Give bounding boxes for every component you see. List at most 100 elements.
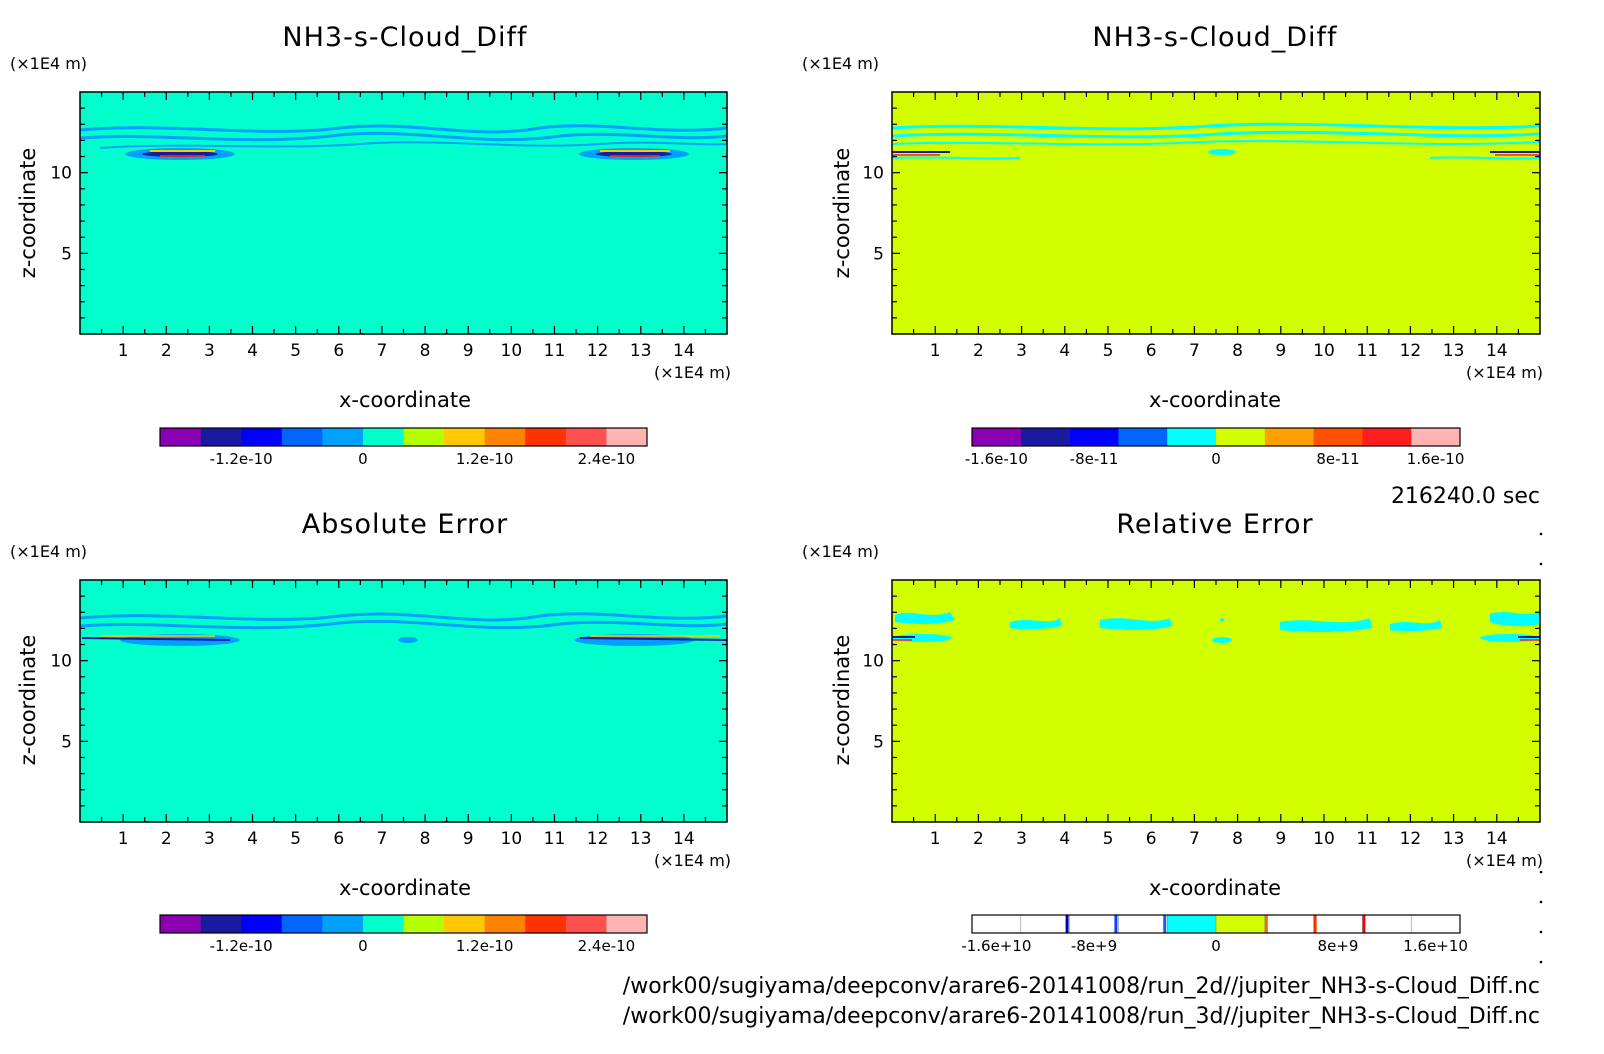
colorbar-swatch bbox=[1313, 428, 1363, 446]
colorbar-frame bbox=[971, 427, 1461, 447]
x-tick-label: 10 bbox=[501, 829, 523, 849]
contour-features bbox=[79, 612, 728, 646]
x-tick-label: 3 bbox=[204, 341, 215, 361]
x-unit-label: (×1E4 m) bbox=[654, 363, 731, 382]
colorbar-tick-label: -1.6e+10 bbox=[961, 937, 1031, 955]
colorbar-swatch bbox=[403, 428, 445, 446]
colorbar-swatch bbox=[1118, 915, 1168, 933]
x-tick-label: 13 bbox=[1443, 829, 1465, 849]
x-tick-label: 1 bbox=[930, 341, 941, 361]
x-tick-label: 9 bbox=[1275, 341, 1286, 361]
colorbar-marker bbox=[1065, 915, 1069, 933]
colorbar-tick-label: 2.4e-10 bbox=[578, 937, 636, 955]
x-tick-label: 6 bbox=[333, 829, 344, 849]
colorbar: -1.2e-10 0 1.2e-10 2.4e-10 bbox=[159, 427, 648, 468]
colorbar-tick-label: 0 bbox=[358, 937, 368, 955]
colorbar-tick-label: 8e-11 bbox=[1316, 450, 1359, 468]
y-axis-label: z-coordinate bbox=[16, 148, 40, 279]
colorbar-swatch bbox=[972, 428, 1022, 446]
colorbar-swatch bbox=[160, 915, 201, 933]
panel-4: Relative Error (×1E4 m) 1 2 3 4 5 6 7 8 9 10 11 12 1… bbox=[802, 509, 1543, 955]
x-tick-label: 10 bbox=[1313, 829, 1335, 849]
y-tick-label: 5 bbox=[61, 732, 72, 752]
colorbar-swatch bbox=[322, 428, 364, 446]
x-tick-label: 5 bbox=[290, 341, 301, 361]
colorbar-marker bbox=[1264, 915, 1268, 933]
x-tick-label: 12 bbox=[587, 829, 609, 849]
y-tick-label: 5 bbox=[61, 244, 72, 264]
colorbar-swatch bbox=[606, 915, 648, 933]
colorbar-frame bbox=[159, 427, 648, 447]
colorbar-tick-label: -1.2e-10 bbox=[210, 937, 273, 955]
x-unit-label: (×1E4 m) bbox=[1466, 363, 1543, 382]
x-tick-label: 14 bbox=[1486, 829, 1508, 849]
colorbar-swatch bbox=[281, 428, 323, 446]
colorbar-swatch bbox=[1264, 428, 1314, 446]
colorbar-swatch bbox=[200, 428, 242, 446]
x-unit-label: (×1E4 m) bbox=[654, 851, 731, 870]
file-path-1: /work00/sugiyama/deepconv/arare6-2014100… bbox=[623, 974, 1540, 999]
x-axis-label: x-coordinate bbox=[1149, 388, 1281, 412]
x-tick-label: 12 bbox=[1400, 341, 1422, 361]
x-tick-label: 2 bbox=[973, 341, 984, 361]
colorbar-tick-label: -1.6e-10 bbox=[965, 450, 1028, 468]
x-tick-label: 7 bbox=[377, 341, 388, 361]
y-tick-label: 5 bbox=[873, 732, 884, 752]
colorbar-tick-label: -1.2e-10 bbox=[210, 450, 273, 468]
colorbar-swatch bbox=[1216, 428, 1266, 446]
colorbar-frame bbox=[971, 914, 1461, 934]
colorbar-tick-label: 0 bbox=[358, 450, 368, 468]
colorbar-tick-label: 1.2e-10 bbox=[456, 450, 514, 468]
x-tick-label: 8 bbox=[1232, 829, 1243, 849]
x-tick-label: 12 bbox=[1400, 829, 1422, 849]
panel-2: NH3-s-Cloud_Diff (×1E4 m) 1 2 3 4 5 6 7 8 9 10 11 1… bbox=[802, 22, 1543, 468]
x-tick-label: 9 bbox=[463, 341, 474, 361]
contour-features bbox=[892, 612, 1540, 643]
plot-area bbox=[892, 92, 1540, 334]
x-tick-label: 5 bbox=[1103, 829, 1114, 849]
colorbar-swatch bbox=[525, 428, 567, 446]
plot-area bbox=[80, 92, 727, 334]
colorbar-swatch bbox=[1362, 428, 1412, 446]
colorbar-tick-label: 1.6e+10 bbox=[1403, 937, 1468, 955]
colorbar-swatch bbox=[444, 915, 485, 933]
colorbar-swatch bbox=[241, 428, 283, 446]
colorbar-swatch bbox=[1020, 915, 1070, 933]
colorbar-marker bbox=[1114, 915, 1118, 933]
panel-title: NH3-s-Cloud_Diff bbox=[1092, 22, 1338, 53]
plot-area bbox=[892, 580, 1540, 822]
x-tick-label: 13 bbox=[1443, 341, 1465, 361]
colorbar-swatch bbox=[1411, 915, 1461, 933]
x-axis-label: x-coordinate bbox=[339, 388, 471, 412]
x-tick-label: 11 bbox=[1356, 341, 1378, 361]
colorbar-tick-label: -8e-11 bbox=[1070, 450, 1119, 468]
colorbar-marker bbox=[1362, 915, 1366, 933]
colorbar-swatch bbox=[444, 428, 485, 446]
panel-title: NH3-s-Cloud_Diff bbox=[282, 22, 528, 53]
x-tick-label: 1 bbox=[118, 829, 129, 849]
colorbar: -1.2e-10 0 1.2e-10 2.4e-10 bbox=[159, 914, 648, 955]
panel-title: Relative Error bbox=[1116, 509, 1313, 540]
colorbar-tick-label: 8e+9 bbox=[1318, 937, 1359, 955]
colorbar-swatch bbox=[1216, 915, 1266, 933]
plot-area bbox=[80, 580, 727, 822]
x-tick-label: 5 bbox=[290, 829, 301, 849]
x-tick-label: 11 bbox=[1356, 829, 1378, 849]
x-tick-label: 11 bbox=[544, 341, 566, 361]
x-tick-label: 4 bbox=[1059, 341, 1070, 361]
colorbar-swatch bbox=[1118, 428, 1168, 446]
x-tick-label: 7 bbox=[1189, 829, 1200, 849]
x-tick-label: 4 bbox=[1059, 829, 1070, 849]
x-tick-label: 9 bbox=[463, 829, 474, 849]
time-label: 216240.0 sec bbox=[1391, 484, 1540, 509]
colorbar-tick-label: 0 bbox=[1211, 937, 1221, 955]
colorbar-swatch bbox=[1020, 428, 1070, 446]
x-axis-label: x-coordinate bbox=[339, 876, 471, 900]
colorbar-swatch bbox=[606, 428, 648, 446]
x-tick-label: 13 bbox=[630, 829, 652, 849]
x-tick-label: 6 bbox=[1146, 341, 1157, 361]
colorbar-swatch bbox=[484, 428, 526, 446]
colorbar-swatch bbox=[281, 915, 323, 933]
